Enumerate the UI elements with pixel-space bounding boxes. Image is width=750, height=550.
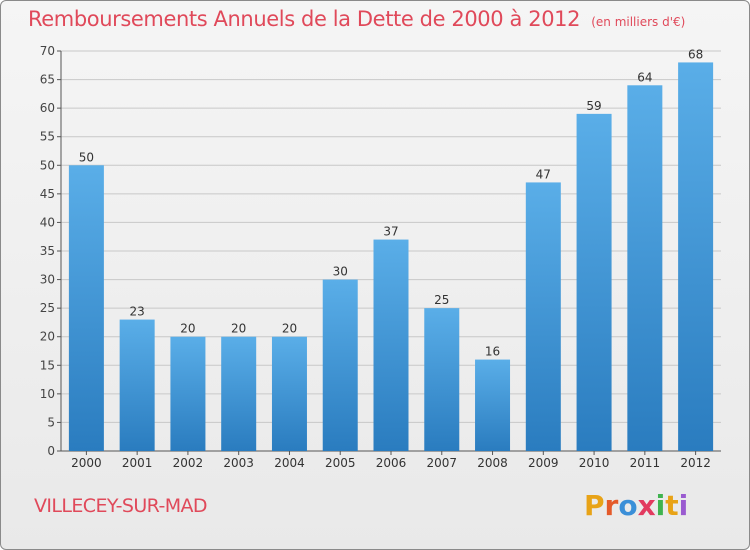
bar-2004 [271,336,307,451]
chart-title: Remboursements Annuels de la Dette de 20… [28,7,685,31]
data-label-2002: 20 [180,322,195,336]
data-label-2008: 16 [485,345,500,359]
chart-subtitle-unit: (en milliers d'€) [591,15,686,29]
x-tick-label-2000: 2000 [71,456,102,470]
y-tick-label: 35 [40,244,55,258]
y-tick-label: 10 [40,387,55,401]
bar-2003 [221,336,257,451]
data-label-2012: 68 [688,47,703,61]
y-tick-label: 40 [40,215,55,229]
bar-2010 [576,113,612,451]
chart-title-main: Remboursements Annuels de la Dette de 20… [28,7,581,31]
logo-letter: x [637,489,656,522]
logo-letter: i [678,489,689,522]
y-tick-label: 30 [40,273,55,287]
x-tick-label-2006: 2006 [376,456,407,470]
bar-2009 [525,182,561,451]
y-tick-label: 65 [40,73,55,87]
y-tick-label: 70 [40,44,55,58]
bar-2000 [68,165,104,452]
bar-2005 [322,279,358,451]
logo-letter: P [584,489,605,522]
x-tick-label-2004: 2004 [274,456,305,470]
x-tick-label-2010: 2010 [579,456,610,470]
x-tick-label-2012: 2012 [680,456,711,470]
logo-letter: o [618,489,638,522]
data-label-2006: 37 [383,225,398,239]
data-label-2011: 64 [637,70,652,84]
bars [68,62,714,452]
bar-2006 [373,239,409,451]
axes: 0 5 10 15 20 25 30 35 40 45 50 55 60 65 70 2000 2001 2002… [40,44,721,470]
y-tick-label: 55 [40,130,55,144]
data-label-2003: 20 [231,322,246,336]
data-label-2010: 59 [586,99,601,113]
data-label-2009: 47 [536,167,551,181]
y-tick-label: 60 [40,101,55,115]
bar-2002 [170,336,206,451]
x-tick-label-2008: 2008 [477,456,508,470]
logo-letter: r [604,489,619,522]
y-tick-label: 25 [40,301,55,315]
bar-2011 [627,85,663,452]
x-tick-label-2011: 2011 [630,456,661,470]
x-tick-label-2005: 2005 [325,456,356,470]
y-tick-label: 45 [40,187,55,201]
logo-letter: t [665,489,679,522]
y-tick-label: 5 [47,415,55,429]
data-label-2000: 50 [79,150,94,164]
data-label-2004: 20 [282,322,297,336]
proxiti-logo[interactable]: Proxiti [584,489,688,522]
x-tick-label-2001: 2001 [122,456,153,470]
bar-2001 [119,319,155,451]
bar-2008 [475,359,511,451]
y-tick-label: 15 [40,358,55,372]
logo-letter: i [655,489,666,522]
data-label-2005: 30 [333,265,348,279]
x-tick-label-2002: 2002 [173,456,204,470]
y-tick-label: 50 [40,158,55,172]
x-tick-label-2003: 2003 [223,456,254,470]
data-label-2001: 23 [130,305,145,319]
y-tick-label: 0 [47,444,55,458]
x-tick-label-2009: 2009 [528,456,559,470]
place-name: VILLECEY-SUR-MAD [34,495,208,517]
bar-2007 [424,308,460,451]
bar-2012 [678,62,714,452]
data-label-2007: 25 [434,293,449,307]
data-labels: 50 23 20 20 20 30 37 25 16 47 59 64 68 [79,47,704,358]
x-tick-label-2007: 2007 [426,456,457,470]
y-tick-label: 20 [40,330,55,344]
